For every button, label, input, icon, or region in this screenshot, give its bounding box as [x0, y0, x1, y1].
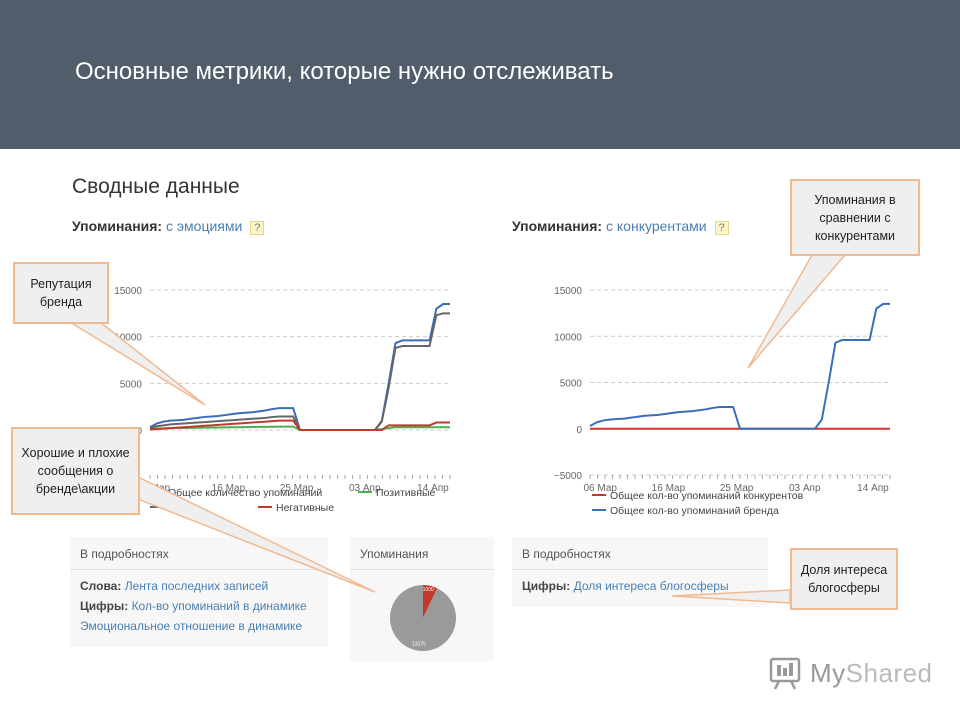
x-tick-label: 06 Мар: [583, 483, 617, 494]
callout-pointer-competitors: [747, 254, 847, 369]
row-link[interactable]: Лента последних записей: [124, 579, 269, 593]
y-tick-label: 0: [576, 425, 582, 436]
legend-label: Негативные: [276, 502, 334, 514]
y-tick-label: −5000: [554, 471, 583, 482]
row-label: Цифры:: [80, 599, 129, 613]
callout-pointer-reputation: [67, 321, 206, 406]
x-tick-label: 25 Мар: [720, 483, 754, 494]
x-tick-label: 16 Мар: [652, 483, 686, 494]
logo-text-accent: Shared: [845, 657, 933, 688]
mentions-box-title: Упоминания: [360, 547, 429, 561]
panel-title: Сводные данные: [72, 175, 240, 198]
x-tick-label: 25 Мар: [280, 483, 314, 494]
row-link[interactable]: Эмоциональное отношение в динамике: [80, 619, 303, 633]
chart-left-heading-label: Упоминания:: [72, 218, 163, 234]
details-left-row: Цифры: Кол-во упоминаний в динамике: [70, 596, 328, 616]
pie-slice: [423, 585, 438, 618]
legend-label: Общее кол-во упоминаний конкурентов: [610, 490, 804, 502]
legend-label: Общее кол-во упоминаний бренда: [610, 505, 779, 517]
slide-title: Основные метрики, которые нужно отслежив…: [75, 58, 614, 85]
callout-share: Доля интереса блогосферы: [790, 548, 898, 610]
y-tick-label: 5000: [560, 379, 583, 390]
callout-pointer-share: [671, 589, 791, 604]
chart-right-heading-link[interactable]: с конкурентами: [606, 218, 707, 234]
pie-slice: [390, 585, 456, 651]
x-tick-label: 14 Апр: [857, 483, 889, 494]
details-right-row: Цифры: Доля интереса блогосферы: [512, 576, 768, 596]
x-tick-label: 14 Апр: [417, 483, 449, 494]
row-link[interactable]: Кол-во упоминаний в динамике: [131, 599, 307, 613]
row-link[interactable]: Доля интереса блогосферы: [573, 579, 729, 593]
callout-good-bad: Хорошие и плохие сообщения о бренде\акци…: [11, 427, 140, 515]
row-label: Цифры:: [522, 579, 571, 593]
help-icon[interactable]: ?: [250, 221, 265, 235]
y-tick-label: 15000: [114, 286, 142, 297]
chart-left-heading: Упоминания: с эмоциями ?: [72, 218, 265, 235]
row-label: Слова:: [80, 579, 122, 593]
legend-label: Общее количество упоминаний: [168, 487, 322, 499]
help-icon[interactable]: ?: [714, 221, 729, 235]
details-right-title: В подробностях: [522, 547, 611, 561]
pie-slice-label: 1000: [423, 587, 434, 593]
y-tick-label: 10000: [554, 332, 582, 343]
details-left-title: В подробностях: [80, 547, 169, 561]
presentation-board-icon: [769, 657, 801, 690]
callout-competitors: Упоминания в сравнении с конкурентами: [790, 179, 920, 256]
details-left-row: Слова: Лента последних записей: [70, 576, 328, 596]
mentions-pie-chart: 1000 13175: [390, 585, 456, 651]
legend-label: Позитивные: [376, 487, 436, 499]
callout-reputation: Репутация бренда: [13, 262, 109, 324]
series-line: [149, 419, 450, 431]
competitors-chart: −5000 0 5000 10000 15000 06 Мар 16 Мар 25 Мар 03…: [554, 286, 891, 517]
chart-left-heading-link[interactable]: с эмоциями: [166, 218, 243, 234]
myshared-logo: MyShared: [768, 656, 933, 690]
callout-pointer-good-bad: [113, 477, 376, 593]
x-tick-label: 03 Апр: [349, 483, 381, 494]
x-tick-label: 16 Мар: [212, 483, 246, 494]
series-line: [589, 302, 890, 430]
x-tick-label: 03 Апр: [789, 483, 821, 494]
slide-header: Основные метрики, которые нужно отслежив…: [0, 0, 960, 149]
pie-slice-label: 13175: [412, 642, 426, 648]
mentions-box: Упоминания 1000 13175: [350, 537, 494, 661]
y-tick-label: 5000: [120, 379, 143, 390]
y-tick-label: 15000: [554, 286, 582, 297]
logo-text-main: My: [810, 657, 846, 688]
chart-right-heading-label: Упоминания:: [512, 218, 603, 234]
y-tick-label: 10000: [114, 333, 142, 344]
chart-right-heading: Упоминания: с конкурентами ?: [512, 218, 729, 235]
details-left-row: Эмоциональное отношение в динамике: [70, 616, 328, 636]
